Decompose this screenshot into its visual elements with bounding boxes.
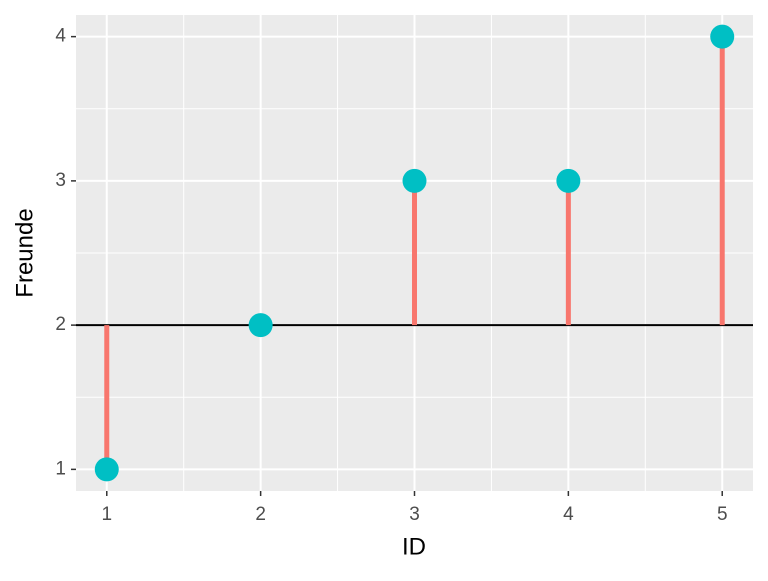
- y-tick-label: 2: [55, 314, 66, 335]
- x-axis-label: ID: [402, 533, 426, 560]
- point: [94, 457, 119, 482]
- y-tick-label: 1: [55, 458, 66, 479]
- y-tick-label: 4: [55, 26, 66, 47]
- y-axis-label: Freunde: [11, 208, 38, 297]
- x-tick-label: 1: [101, 504, 112, 525]
- x-tick-label: 5: [717, 504, 728, 525]
- point: [248, 313, 273, 338]
- x-tick-label: 2: [255, 504, 266, 525]
- x-tick-label: 4: [563, 504, 574, 525]
- point: [710, 24, 735, 49]
- point: [402, 168, 427, 193]
- x-tick-label: 3: [409, 504, 420, 525]
- y-tick-label: 3: [55, 170, 66, 191]
- point: [556, 168, 581, 193]
